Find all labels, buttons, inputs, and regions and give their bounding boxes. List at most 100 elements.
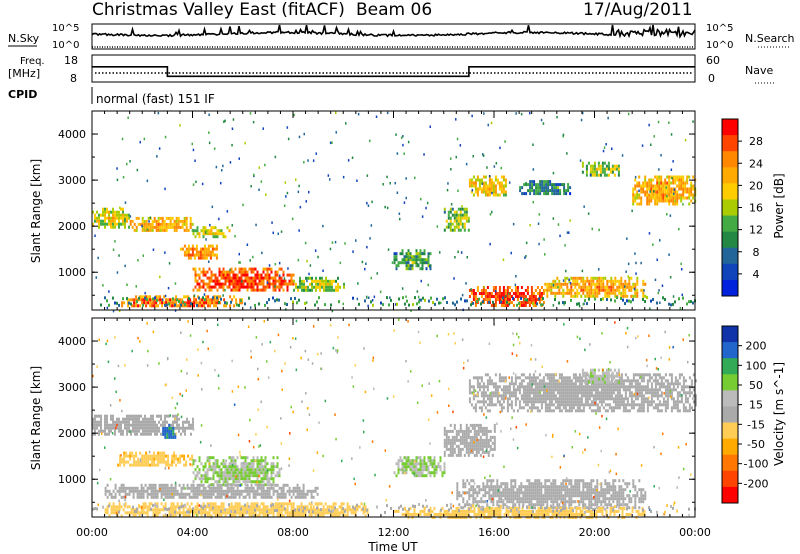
colorbar-segment — [722, 390, 738, 407]
freq-label-line2: [MHz] — [8, 67, 40, 80]
colorbar-segment — [722, 231, 738, 249]
power-echo-region — [179, 244, 218, 260]
cpid-text: normal (fast) 151 IF — [96, 92, 215, 106]
colorbar-segment — [722, 263, 738, 281]
power-ylabel: Slant Range [km] — [29, 159, 43, 263]
nsky-tick-bottom: 10^0 — [52, 40, 79, 51]
freq-trace — [92, 66, 695, 78]
colorbar-segment — [722, 422, 738, 440]
colorbar-segment — [722, 342, 738, 359]
velocity-axis: 4000 3000 2000 1000 — [58, 318, 696, 517]
y-tick-label: 2000 — [58, 427, 86, 440]
velocity-echo-region — [104, 483, 319, 499]
power-echo-region — [443, 207, 470, 232]
colorbar-tick-label: 12 — [749, 224, 763, 237]
nsearch-tick-bottom: 10^0 — [706, 40, 733, 51]
power-echo-region — [192, 226, 231, 239]
y-tick-label: 3000 — [58, 174, 86, 187]
power-colorbar: 28 24 20 16 12 8 4 — [721, 118, 763, 297]
velocity-cbar-label: Velocity [m s^-1] — [772, 362, 786, 466]
velocity-echo-region — [162, 423, 177, 439]
y-tick-label: 4000 — [58, 128, 86, 141]
velocity-data — [92, 318, 697, 519]
power-echo-region — [581, 161, 620, 177]
cpid-label: CPID — [8, 88, 37, 101]
x-tick-label: 20:00 — [579, 526, 611, 539]
freq-label-line1: Freq. — [20, 56, 45, 67]
power-echo-region — [519, 180, 572, 196]
nsky-trace — [91, 24, 696, 39]
colorbar-segment — [722, 438, 738, 456]
colorbar-segment — [722, 486, 738, 504]
colorbar-segment — [722, 247, 738, 265]
colorbar-tick-label: 24 — [749, 157, 763, 170]
x-tick-label: 04:00 — [177, 526, 209, 539]
x-tick-label: 12:00 — [378, 526, 410, 539]
nsky-panel: N.Sky 10^5 10^0 10^5 10^0 N.Search — [8, 23, 795, 51]
y-tick-label: 1000 — [58, 473, 86, 486]
colorbar-segment — [722, 406, 738, 423]
velocity-echo-region — [443, 423, 496, 457]
power-frame — [91, 110, 696, 311]
colorbar-frame — [721, 325, 739, 504]
colorbar-segment — [722, 135, 738, 152]
velocity-echo-region — [117, 451, 194, 467]
colorbar-segment — [722, 215, 738, 233]
y-tick-label: 2000 — [58, 220, 86, 233]
velocity-scatter — [92, 318, 696, 519]
x-axis-label: Time UT — [367, 540, 418, 554]
date-label: 17/Aug/2011 — [583, 0, 693, 20]
colorbar-segment — [722, 374, 738, 391]
colorbar-tick-label: 100 — [746, 359, 767, 372]
colorbar-tick-label: 20 — [749, 179, 763, 192]
colorbar-segment — [722, 358, 738, 375]
colorbar-tick-label: 28 — [749, 135, 763, 148]
x-tick-label: 16:00 — [478, 526, 510, 539]
power-echo-region — [632, 175, 697, 206]
colorbar-tick-label: -100 — [744, 458, 769, 471]
power-echo-region — [92, 207, 130, 229]
nsky-box — [91, 23, 696, 50]
x-tick-label: 00:00 — [679, 526, 711, 539]
colorbar-tick-label: -50 — [747, 438, 765, 451]
velocity-echo-region — [581, 368, 620, 384]
power-echo-region — [468, 286, 545, 307]
velocity-echo-region — [393, 456, 446, 478]
power-scatter — [94, 111, 696, 313]
velocity-echo-region — [92, 414, 194, 436]
nave-tick-bottom: 0 — [708, 72, 715, 85]
power-echo-region — [192, 267, 295, 292]
power-echo-region — [468, 175, 507, 197]
colorbar-tick-label: 50 — [749, 379, 763, 392]
nsky-label: N.Sky — [8, 32, 40, 45]
colorbar-segment — [722, 454, 738, 472]
power-echo-region — [544, 276, 647, 298]
cpid-panel: CPID normal (fast) 151 IF — [8, 87, 215, 106]
freq-tick-bottom: 8 — [70, 72, 77, 85]
freq-tick-top: 18 — [64, 54, 78, 67]
velocity-panel: 4000 3000 2000 1000 Slant Range [km] 200 100… — [29, 317, 786, 519]
colorbar-segment — [722, 199, 738, 216]
nsky-tick-top: 10^5 — [52, 23, 79, 34]
nsearch-label: N.Search — [745, 32, 795, 45]
power-echo-region — [129, 216, 194, 232]
colorbar-segment — [722, 119, 738, 136]
freq-panel: Freq. [MHz] 18 8 60 0 Nave — [8, 54, 775, 85]
colorbar-tick-label: 16 — [749, 202, 763, 215]
colorbar-segment — [722, 326, 738, 343]
colorbar-tick-label: -15 — [747, 418, 765, 431]
power-panel: 4000 3000 2000 1000 Slant Range [km] 28 24 20… — [29, 110, 786, 313]
colorbar-tick-label: 8 — [753, 246, 760, 259]
power-echo-region — [293, 276, 345, 292]
colorbar-tick-label: 200 — [746, 340, 767, 353]
x-axis: 00:00 04:00 08:00 12:00 16:00 20:00 00:00 — [76, 526, 711, 539]
power-cbar-label: Power [dB] — [772, 173, 786, 238]
power-data — [92, 111, 697, 313]
station-title: Christmas Valley East (fitACF) — [92, 0, 345, 20]
freq-box — [91, 54, 696, 83]
colorbar-segment — [722, 470, 738, 488]
colorbar-tick-label: -200 — [744, 477, 769, 490]
power-axis: 4000 3000 2000 1000 — [58, 111, 696, 310]
nave-tick-top: 60 — [706, 54, 720, 67]
